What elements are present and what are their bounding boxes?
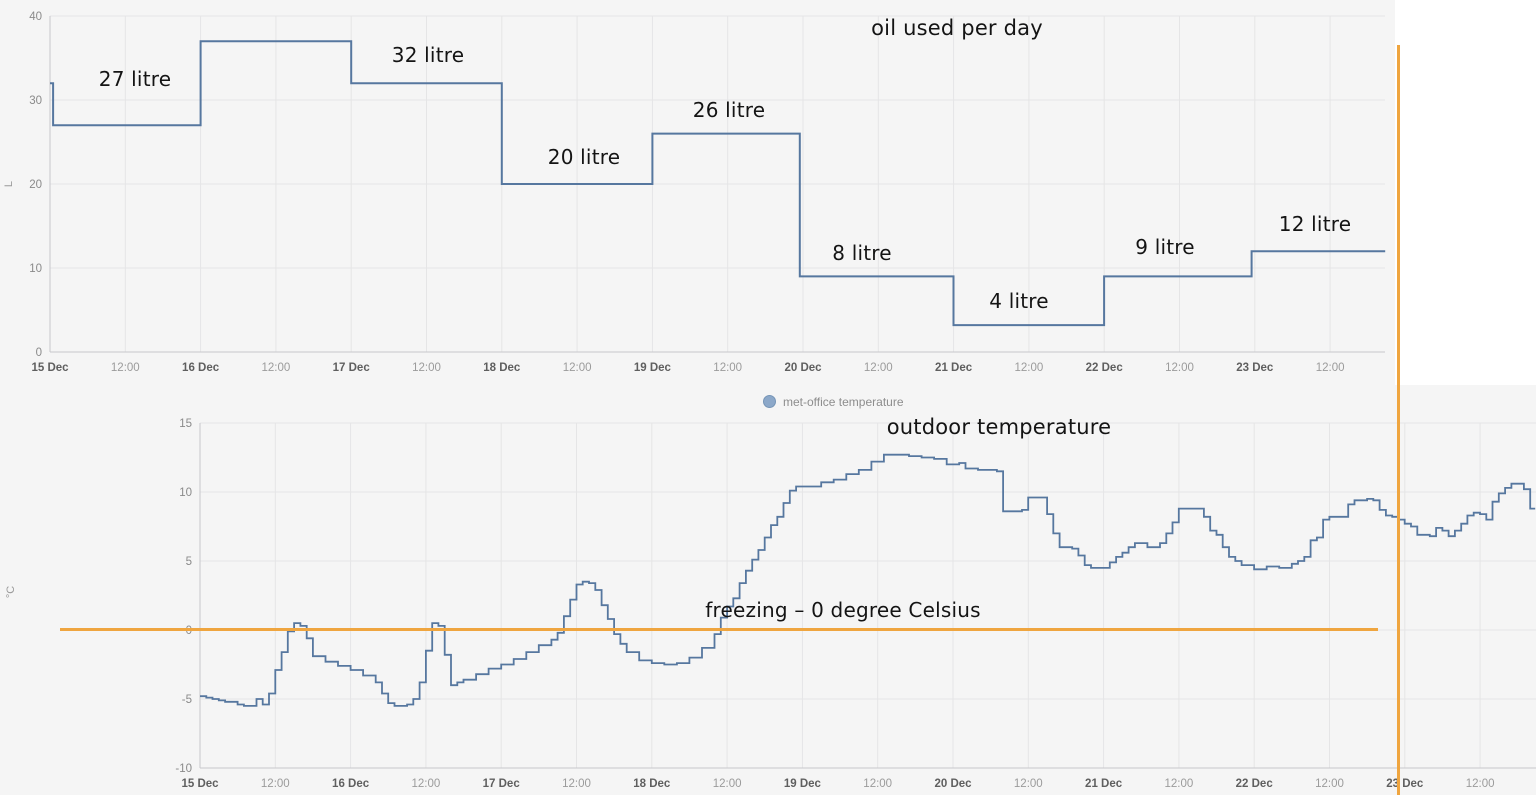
x-tick-label: 16 Dec (332, 778, 370, 790)
legend-series-dot-icon (763, 395, 776, 408)
x-tick-label: 12:00 (1015, 362, 1044, 374)
y-tick-label: 10 (179, 487, 192, 499)
x-tick-label: 12:00 (1014, 778, 1043, 790)
x-tick-label: 12:00 (1316, 362, 1345, 374)
oil-label-32-litre: 32 litre (391, 43, 465, 67)
x-tick-label: 21 Dec (1085, 778, 1123, 790)
y-tick-label: -5 (182, 694, 192, 706)
temperature-axes (199, 423, 1536, 769)
x-tick-label: 12:00 (864, 362, 893, 374)
x-tick-label: 12:00 (412, 778, 441, 790)
temperature-gridlines (199, 422, 1536, 768)
oil-tick-labels: 40 30 20 10 0 15 Dec 12:00 16 Dec 12:00 17 Dec 12:… (29, 11, 1344, 374)
oil-axes (49, 16, 1385, 353)
y-tick-label: 0 (186, 625, 192, 637)
x-tick-label: 17 Dec (333, 362, 371, 374)
x-tick-label: 15 Dec (31, 362, 69, 374)
x-tick-label: 15 Dec (181, 778, 219, 790)
temp-chart-title: outdoor temperature (886, 415, 1112, 439)
oil-label-27-litre: 27 litre (98, 67, 172, 91)
x-tick-label: 23 Dec (1386, 778, 1424, 790)
y-tick-label: 10 (29, 263, 42, 275)
oil-series-line (50, 40, 1386, 327)
y-axis-unit-label: °C (5, 586, 17, 598)
temperature-legend-item[interactable]: met-office temperature (763, 395, 904, 408)
temperature-tick-labels: 15 10 5 0 -5 -10 15 Dec 12:00 16 Dec 12:00 17 Dec 1… (175, 418, 1494, 790)
y-tick-label: 20 (29, 179, 42, 191)
y-tick-label: 30 (29, 95, 42, 107)
legend-series-label: met-office temperature (783, 394, 904, 409)
x-tick-label: 18 Dec (483, 362, 521, 374)
x-tick-label: 19 Dec (634, 362, 672, 374)
x-tick-label: 20 Dec (934, 778, 972, 790)
y-tick-label: -10 (175, 763, 192, 775)
oil-label-20-litre: 20 litre (547, 145, 621, 169)
x-tick-label: 12:00 (863, 778, 892, 790)
y-tick-label: 5 (186, 556, 192, 568)
x-tick-label: 22 Dec (1236, 778, 1274, 790)
x-tick-label: 12:00 (1315, 778, 1344, 790)
x-tick-label: 12:00 (412, 362, 441, 374)
oil-label-9-litre: 9 litre (1135, 235, 1195, 259)
oil-label-8-litre: 8 litre (832, 241, 892, 265)
oil-chart[interactable]: 40 30 20 10 0 15 Dec 12:00 16 Dec 12:00 17 Dec 12:… (0, 0, 1395, 385)
x-tick-label: 12:00 (562, 778, 591, 790)
x-tick-label: 20 Dec (784, 362, 822, 374)
x-tick-label: 12:00 (1165, 362, 1194, 374)
oil-chart-title: oil used per day (871, 16, 1043, 40)
y-tick-label: 40 (29, 11, 42, 23)
x-tick-label: 12:00 (713, 362, 742, 374)
y-tick-label: 15 (179, 418, 192, 430)
x-tick-label: 21 Dec (935, 362, 973, 374)
x-tick-label: 23 Dec (1236, 362, 1274, 374)
dec-23-marker-line (1397, 45, 1400, 795)
oil-label-12-litre: 12 litre (1278, 212, 1352, 236)
x-tick-label: 12:00 (1466, 778, 1495, 790)
oil-label-4-litre: 4 litre (989, 289, 1049, 313)
temperature-series-line (200, 453, 1536, 707)
x-tick-label: 12:00 (563, 362, 592, 374)
freezing-zero-line (60, 628, 1378, 631)
oil-chart-panel: 40 30 20 10 0 15 Dec 12:00 16 Dec 12:00 17 Dec 12:… (0, 0, 1395, 385)
x-tick-label: 18 Dec (633, 778, 671, 790)
temperature-chart[interactable]: 15 10 5 0 -5 -10 15 Dec 12:00 16 Dec 12:00 17 Dec 1… (0, 385, 1536, 795)
x-tick-label: 16 Dec (182, 362, 220, 374)
x-tick-label: 12:00 (1165, 778, 1194, 790)
y-axis-unit-label: L (3, 181, 15, 187)
oil-label-26-litre: 26 litre (692, 98, 766, 122)
x-tick-label: 17 Dec (483, 778, 521, 790)
oil-gridlines (49, 15, 1385, 352)
x-tick-label: 12:00 (261, 778, 290, 790)
x-tick-label: 19 Dec (784, 778, 822, 790)
x-tick-label: 12:00 (713, 778, 742, 790)
temperature-chart-panel: 15 10 5 0 -5 -10 15 Dec 12:00 16 Dec 12:00 17 Dec 1… (0, 385, 1536, 795)
freezing-line-label: freezing – 0 degree Celsius (705, 598, 981, 622)
x-tick-label: 22 Dec (1086, 362, 1124, 374)
x-tick-label: 12:00 (262, 362, 291, 374)
y-tick-label: 0 (36, 347, 42, 359)
x-tick-label: 12:00 (111, 362, 140, 374)
